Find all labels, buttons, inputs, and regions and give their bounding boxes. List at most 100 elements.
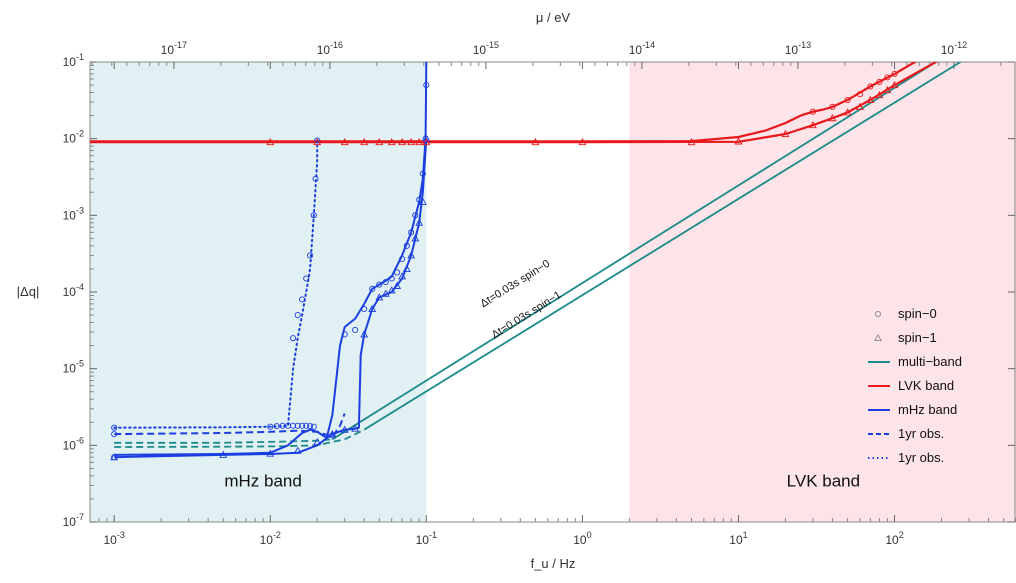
data-point [313,438,322,446]
data-point [890,80,899,89]
data-point [402,264,411,272]
data-point [408,229,415,236]
series-line-7 [114,138,428,459]
data-point [387,286,396,294]
data-point [381,289,390,297]
legend-swatch-1 [874,333,882,342]
x-tick-label-exp: -1 [429,530,437,540]
data-point [393,281,402,289]
data-point [340,138,349,146]
data-point [828,114,837,122]
top-tick-label-base: 10 [161,43,175,57]
band-label-0: mHz band [224,472,301,491]
data-point [411,234,420,242]
legend-label-4: mHz band [898,402,957,417]
top-tick-label-exp: -13 [798,40,811,50]
data-point [856,91,863,98]
data-point [351,424,360,432]
y-tick-label-base: 10 [63,285,77,299]
band-label-1: LVK band [787,472,860,491]
x-tick-label-exp: 1 [743,530,748,540]
legend-label-1: spin−1 [898,330,937,345]
y-tick-label: 10-7 [63,512,84,529]
data-point [294,312,301,319]
data-point [267,423,274,430]
series-line-5 [90,62,939,144]
data-point [360,330,369,338]
data-point [394,269,401,276]
data-point [403,242,410,249]
y-axis-label: |Δq| [17,284,40,299]
legend-label-6: 1yr obs. [898,450,944,465]
data-point [352,326,359,333]
data-point [398,272,407,280]
series-line-2 [114,438,333,444]
y-tick-label: 10-2 [63,129,84,146]
top-axis-label: μ / eV [536,10,571,25]
x-tick-label-base: 10 [416,533,430,547]
data-point [531,138,540,146]
data-point [303,422,310,429]
data-point [219,450,228,458]
x-tick-label-exp: 0 [587,530,592,540]
top-tick-label: 10-17 [161,40,187,57]
data-point [360,138,369,146]
top-tick-label-base: 10 [629,43,643,57]
y-tick-label-base: 10 [63,362,77,376]
data-point [307,423,314,430]
y-tick-label: 10-6 [63,435,84,452]
legend-swatch-0 [874,310,882,318]
data-point [398,138,407,146]
data-point [368,304,377,313]
data-point [299,422,306,429]
x-tick-label: 102 [885,530,903,547]
data-point [891,70,898,77]
x-tick-label-exp: 2 [899,530,904,540]
data-point [293,446,302,454]
data-point [418,197,427,205]
data-point [843,108,852,116]
top-tick-label-exp: -16 [330,40,343,50]
top-tick-label: 10-12 [941,40,967,57]
data-point [844,96,851,103]
top-tick-label-exp: -12 [954,40,967,50]
data-point [415,138,424,146]
data-point [273,423,280,430]
series-line-0 [331,62,938,441]
data-point [866,95,875,103]
band-1 [629,62,1016,522]
data-point [415,218,424,226]
y-tick-label-exp: -5 [76,359,84,369]
series-line-1 [363,62,963,431]
data-point [387,138,396,146]
data-point [422,138,431,146]
data-point [341,331,348,338]
y-tick-label: 10-5 [63,359,84,376]
series-layer [90,62,963,459]
data-point [382,278,389,286]
legend-label-2: multi−band [898,354,962,369]
data-point [407,251,416,259]
data-point [307,252,314,259]
top-tick-label: 10-15 [473,40,499,57]
x-tick-label-exp: -2 [273,530,281,540]
top-tick-label-base: 10 [473,43,487,57]
y-tick-label: 10-3 [63,205,84,222]
y-tick-label: 10-4 [63,282,84,299]
legend-label-3: LVK band [898,378,954,393]
y-tick-label-base: 10 [63,438,77,452]
y-tick-label-exp: -6 [76,435,84,445]
data-point [266,138,275,146]
x-tick-label-base: 10 [260,533,274,547]
data-point [266,449,275,457]
data-point [111,431,118,438]
x-tick-label: 101 [729,530,747,547]
x-tick-label-base: 10 [103,533,117,547]
top-tick-label: 10-16 [317,40,343,57]
data-point [328,430,337,438]
legend-label-5: 1yr obs. [898,426,944,441]
top-tick-label-base: 10 [785,43,799,57]
x-tick-label: 10-3 [103,530,124,547]
legend-label-0: spin−0 [898,306,937,321]
data-point [369,285,376,292]
